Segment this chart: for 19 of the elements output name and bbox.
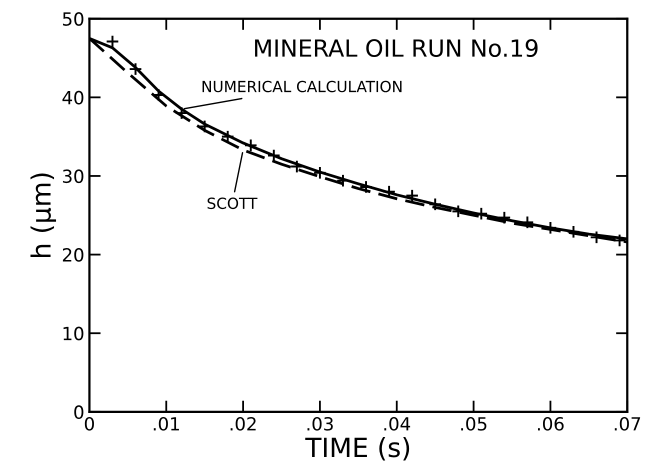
x-axis-title: TIME (s) bbox=[305, 436, 410, 460]
y-tick-label: 40 bbox=[62, 90, 84, 104]
series-label: NUMERICAL CALCULATION bbox=[202, 80, 402, 92]
x-tick-label: .01 bbox=[154, 417, 179, 431]
y-tick-label: 20 bbox=[62, 248, 84, 262]
x-tick-label: .06 bbox=[538, 417, 564, 431]
text: MINERAL OIL RUN No.19 bbox=[255, 39, 538, 58]
y-tick-label: 30 bbox=[62, 169, 84, 184]
x-tick-label: .03 bbox=[308, 417, 333, 431]
y-tick-label: 50 bbox=[62, 12, 84, 26]
x-tick-label: 0 bbox=[84, 417, 94, 431]
x-tick-label: .07 bbox=[614, 417, 640, 431]
x-tick-label: .04 bbox=[384, 417, 410, 431]
x-tick-label: .05 bbox=[461, 417, 486, 431]
y-tick-label: 0 bbox=[74, 405, 84, 419]
y-axis-title: h (μm) bbox=[30, 173, 56, 257]
x-tick-label: .02 bbox=[230, 417, 256, 431]
text: SCOTT bbox=[208, 198, 258, 210]
y-tick-label: 10 bbox=[64, 326, 84, 340]
